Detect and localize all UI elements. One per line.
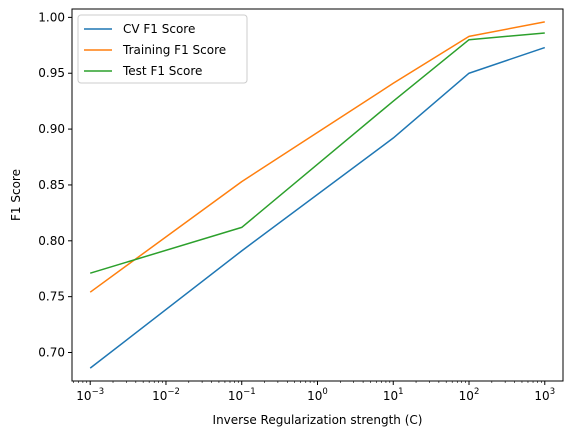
legend-label-0: CV F1 Score <box>123 22 195 36</box>
x-axis-label: Inverse Regularization strength (C) <box>213 413 423 427</box>
x-tick-label: 101 <box>383 387 404 403</box>
x-tick-label: 100 <box>307 387 328 403</box>
y-tick-label: 0.85 <box>38 178 65 192</box>
legend: CV F1 Score Training F1 Score Test F1 Scor… <box>77 14 248 84</box>
x-axis-ticks: 10−3 10−2 10−1 100 101 102 103 <box>73 381 555 403</box>
y-tick-label: 0.80 <box>38 234 65 248</box>
y-tick-label: 0.75 <box>38 290 65 304</box>
y-axis-ticks: 0.70 0.75 0.80 0.85 0.90 0.95 1.00 <box>38 10 72 360</box>
y-tick-label: 1.00 <box>38 10 65 24</box>
y-tick-label: 0.90 <box>38 122 65 136</box>
x-tick-label: 10−2 <box>152 387 180 403</box>
series-line-1 <box>89 21 545 293</box>
x-tick-label: 102 <box>459 387 480 403</box>
x-tick-label: 103 <box>534 387 555 403</box>
legend-label-2: Test F1 Score <box>122 64 202 78</box>
legend-label-1: Training F1 Score <box>122 43 226 57</box>
legend-box <box>77 14 248 84</box>
x-tick-label: 10−3 <box>76 387 104 403</box>
series-layer <box>89 21 546 369</box>
y-tick-label: 0.95 <box>38 66 65 80</box>
x-tick-label: 10−1 <box>228 387 256 403</box>
y-axis-label: F1 Score <box>9 169 23 221</box>
y-tick-label: 0.70 <box>38 346 65 360</box>
series-line-0 <box>89 46 546 369</box>
series-line-2 <box>89 32 545 274</box>
